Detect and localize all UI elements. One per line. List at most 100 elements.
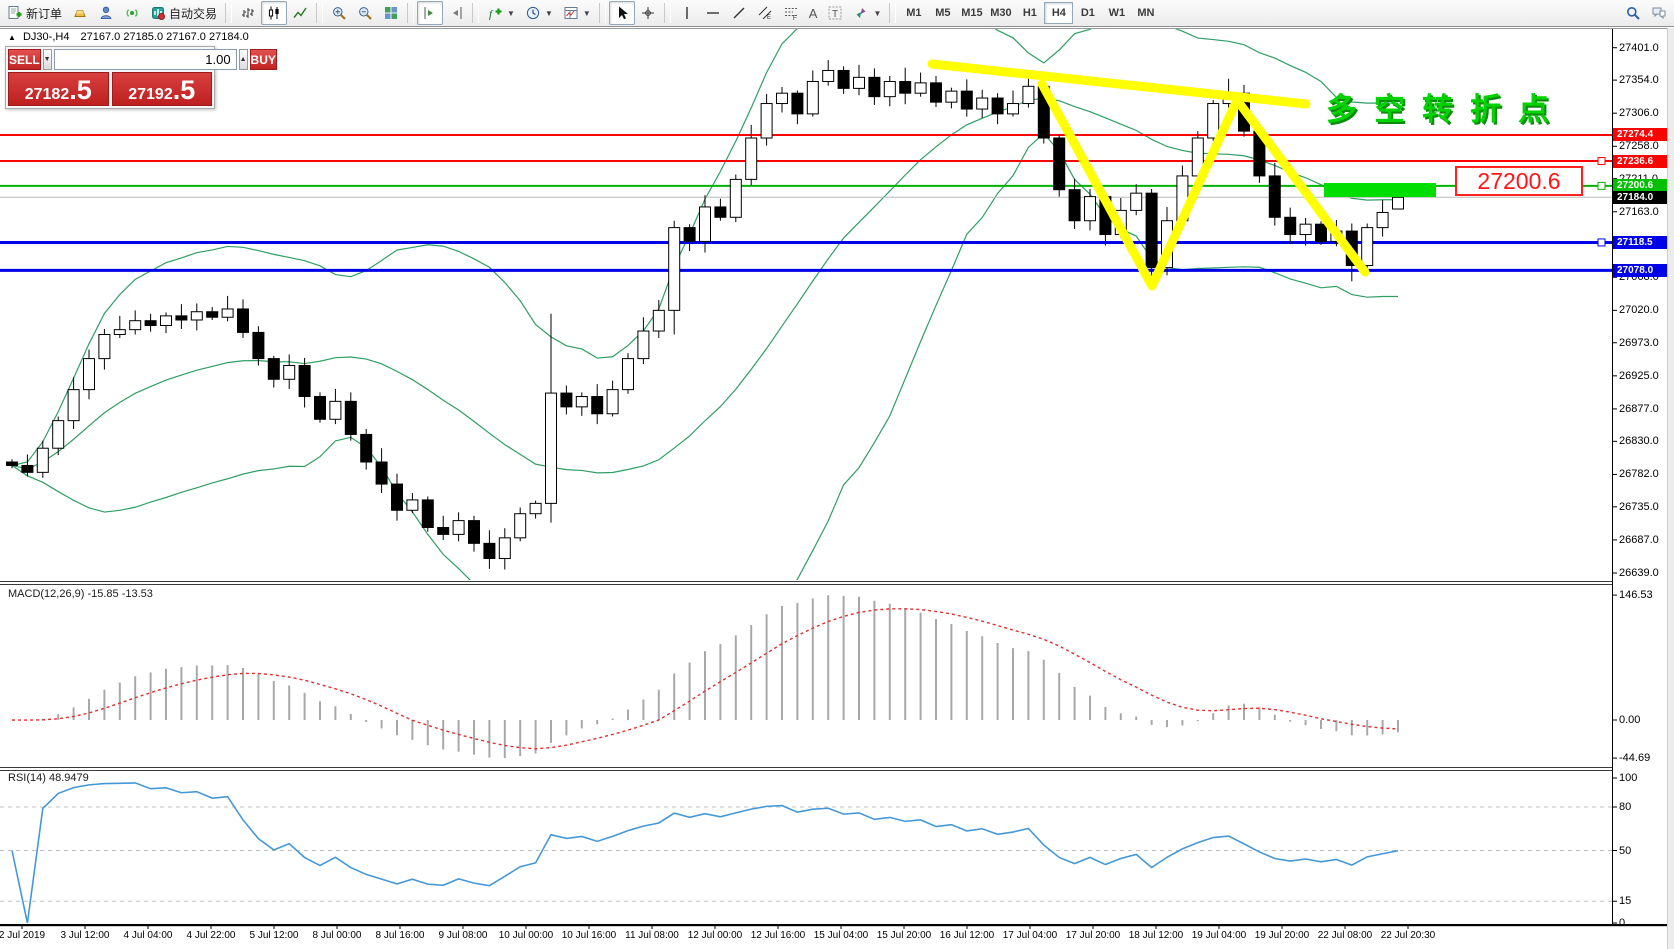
time-axis-label: 17 Jul 04:00 <box>1002 930 1058 941</box>
timeframe-button-m15[interactable]: M15 <box>961 7 983 19</box>
line-drag-handle[interactable] <box>1597 157 1606 166</box>
dropdown-caret: ▼ <box>873 8 882 18</box>
fibonacci-tool-button[interactable]: F <box>778 1 804 25</box>
buy-button[interactable]: BUY <box>249 49 277 70</box>
bear-candle <box>591 396 604 415</box>
time-axis-label: 19 Jul 20:00 <box>1254 930 1310 941</box>
rsi-panel <box>0 782 1612 924</box>
time-axis-label: 4 Jul 22:00 <box>186 930 236 941</box>
price-tick-label: 26687.0 <box>1619 533 1659 546</box>
toolbar: 新订单 自动交易 f ▼ ▼ ▼ E F A T ▼ <box>0 0 1674 27</box>
buy-price-panel[interactable]: 27192 .5 <box>111 72 212 106</box>
text-tool-button[interactable]: A <box>804 1 823 25</box>
new-order-button[interactable]: 新订单 <box>2 1 67 25</box>
price-tick-label: 27258.0 <box>1619 140 1659 153</box>
zoom-out-button[interactable] <box>352 1 378 25</box>
yellow-trendline[interactable] <box>927 59 1311 109</box>
line-chart-type-button[interactable] <box>287 1 313 25</box>
bull-candle <box>498 537 511 560</box>
sell-button[interactable]: SELL <box>8 49 41 70</box>
bull-candle <box>67 389 80 422</box>
bear-candle <box>468 520 480 544</box>
timeframe-button-mn[interactable]: MN <box>1137 7 1155 19</box>
bull-candle <box>853 76 865 89</box>
indicators-button[interactable]: f ▼ <box>482 1 520 25</box>
buy-price-big-digit: .5 <box>172 75 196 105</box>
collapse-triangle-icon[interactable]: ▲ <box>8 33 16 42</box>
sell-price-big-digit: .5 <box>69 75 92 105</box>
line-drag-handle[interactable] <box>1597 238 1606 247</box>
bear-candle <box>899 80 912 94</box>
chart-shift-icon <box>422 5 438 21</box>
tile-windows-button[interactable] <box>378 1 404 25</box>
bull-candle <box>529 502 542 515</box>
arrows-tool-button[interactable]: ▼ <box>848 1 886 25</box>
price-tick-label: 27306.0 <box>1619 107 1659 120</box>
auto-scroll-button[interactable] <box>443 1 469 25</box>
timeframe-button-m5[interactable]: M5 <box>935 7 951 19</box>
dropdown-caret: ▼ <box>582 8 591 18</box>
trendline-tool-button[interactable] <box>726 1 752 25</box>
crosshair-button[interactable] <box>635 1 661 25</box>
bull-candle <box>1022 85 1035 105</box>
green-zone-rectangle[interactable] <box>1324 183 1436 197</box>
timeframe-button-h4[interactable]: H4 <box>1044 2 1074 24</box>
channel-tool-button[interactable]: E <box>752 1 778 25</box>
chat-button[interactable] <box>1646 1 1672 25</box>
sell-price-main: 27182 <box>24 86 70 103</box>
time-axis-label: 4 Jul 04:00 <box>123 930 173 941</box>
bull-candle <box>945 90 958 103</box>
price-tick-label: 26925.0 <box>1619 369 1659 382</box>
arrows-icon <box>853 5 869 21</box>
cursor-button[interactable] <box>608 1 635 25</box>
line-drag-handle[interactable] <box>1597 181 1606 190</box>
time-axis-label: 22 Jul 20:30 <box>1380 930 1436 941</box>
bear-candle <box>1315 223 1327 242</box>
bear-candle <box>868 76 881 98</box>
macd-tick-label: -44.69 <box>1619 752 1651 765</box>
profile-button[interactable] <box>93 1 119 25</box>
pivot-annotation-text[interactable]: 多空转折点 <box>1326 92 1566 127</box>
indicators-icon: f <box>487 5 503 21</box>
horizontal-line-tool-button[interactable] <box>700 1 726 25</box>
bull-candle <box>668 227 681 311</box>
bar-chart-type-button[interactable] <box>235 1 261 25</box>
bear-candle <box>344 400 357 435</box>
bear-candle <box>991 97 1004 115</box>
gold-ingot-button[interactable] <box>67 1 93 25</box>
auto-trading-button[interactable]: 自动交易 <box>145 1 222 25</box>
sell-price-panel[interactable]: 27182 .5 <box>8 72 109 106</box>
timeframe-group: M1 M5 M15 M30 H1 H4 D1 W1 MN <box>899 2 1160 24</box>
vertical-line-tool-button[interactable] <box>674 1 700 25</box>
yellow-trendline[interactable] <box>1037 79 1370 291</box>
bull-candle <box>36 447 49 473</box>
timeframe-button-h1[interactable]: H1 <box>1022 7 1037 19</box>
price-tick-label: 26877.0 <box>1619 402 1659 415</box>
timeframe-button-w1[interactable]: W1 <box>1108 7 1126 19</box>
label-tool-button[interactable]: T <box>822 1 848 25</box>
candlestick-chart-type-button[interactable] <box>261 1 288 25</box>
timeframe-button-m30[interactable]: M30 <box>990 7 1012 19</box>
periods-button[interactable]: ▼ <box>520 1 558 25</box>
price-line-badge: 27200.6 <box>1613 179 1669 193</box>
window-scroll-strip[interactable] <box>1667 28 1674 949</box>
volume-increase-button[interactable]: ▲ <box>238 49 248 70</box>
chat-icon <box>1651 5 1667 21</box>
bear-candle <box>298 364 311 398</box>
price-tick-label: 26830.0 <box>1619 435 1659 448</box>
timeframe-button-m1[interactable]: M1 <box>906 7 922 19</box>
chart-symbol-timeframe: DJ30-,H4 <box>22 31 70 43</box>
volume-decrease-button[interactable]: ▼ <box>42 49 52 70</box>
timeframe-button-d1[interactable]: D1 <box>1080 7 1095 19</box>
zoom-in-button[interactable] <box>326 1 352 25</box>
vertical-line-icon <box>679 5 695 21</box>
templates-button[interactable]: ▼ <box>558 1 596 25</box>
chart-shift-button[interactable] <box>417 1 444 25</box>
volume-input[interactable] <box>53 49 237 70</box>
svg-text:F: F <box>793 16 797 21</box>
price-callout-box[interactable]: 27200.6 <box>1455 166 1583 196</box>
search-button[interactable] <box>1620 1 1646 25</box>
signal-button[interactable] <box>119 1 145 25</box>
rsi-tick-label: 100 <box>1619 772 1638 784</box>
